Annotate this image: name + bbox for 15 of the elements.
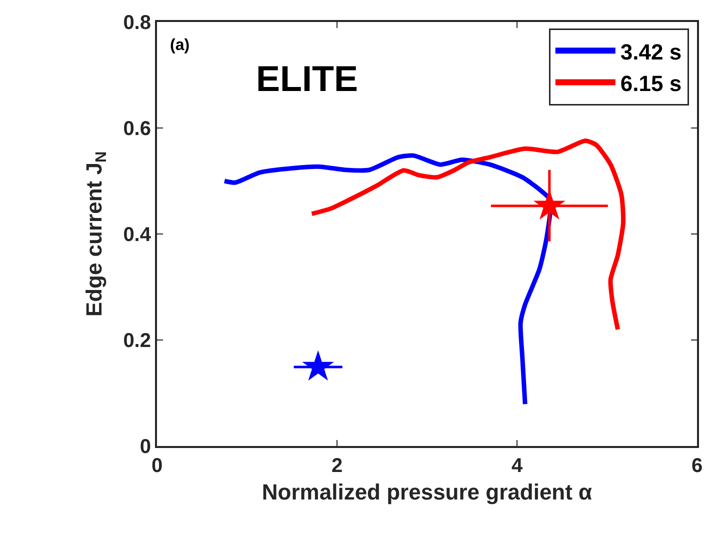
x-tick-label: 2 bbox=[331, 455, 343, 477]
x-tick-label: 6 bbox=[691, 455, 703, 477]
annotation: (a) bbox=[170, 37, 190, 54]
legend-label: 3.42 s bbox=[620, 39, 682, 64]
line-series bbox=[310, 138, 626, 332]
annotation: ELITE bbox=[256, 58, 358, 99]
y-tick-label: 0 bbox=[140, 436, 151, 458]
y-tick-label: 0.4 bbox=[123, 224, 152, 246]
y-tick-label: 0.2 bbox=[123, 330, 151, 352]
legend-label: 6.15 s bbox=[620, 70, 682, 96]
y-tick-label: 0.6 bbox=[123, 118, 151, 140]
x-axis-title: Normalized pressure gradient α bbox=[262, 479, 593, 504]
line-series bbox=[222, 153, 553, 406]
y-tick-label: 0.8 bbox=[123, 12, 151, 34]
x-tick-label: 4 bbox=[511, 455, 524, 477]
